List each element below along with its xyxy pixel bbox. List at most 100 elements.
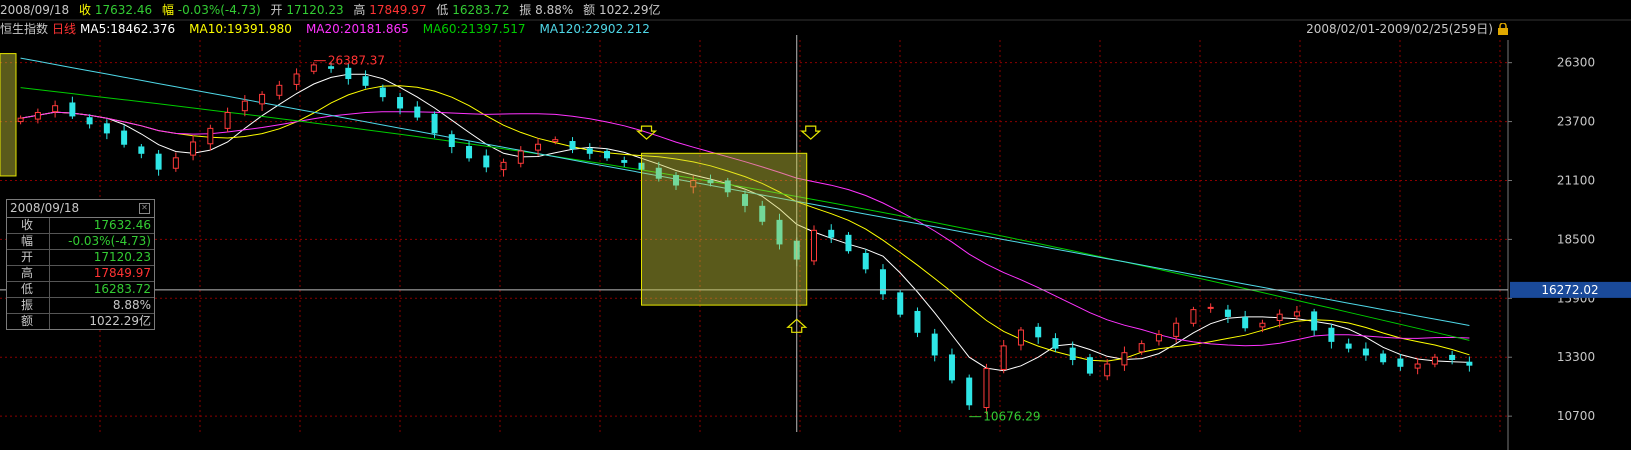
- candle-body: [690, 179, 697, 188]
- candle-body: [86, 117, 93, 125]
- info-row-value: -0.03%(-4.73): [68, 234, 151, 248]
- info-row-value: 17120.23: [93, 250, 151, 264]
- candle-body: [1086, 357, 1093, 374]
- low-annotation: 10676.29: [983, 410, 1040, 424]
- down-arrow-icon: [635, 125, 658, 140]
- candle-body: [1259, 322, 1266, 328]
- info-row-value: 16283.72: [93, 282, 151, 296]
- candle-body: [776, 219, 783, 245]
- info-row-label: 高: [7, 266, 50, 281]
- y-tick-label: 13300: [1557, 350, 1595, 364]
- candle-body: [500, 161, 507, 171]
- candle-body: [1190, 309, 1197, 324]
- period-label: 日线: [52, 22, 77, 36]
- candle-body: [1052, 338, 1059, 349]
- candle-body: [897, 292, 904, 315]
- candle-body: [810, 229, 817, 262]
- candle-body: [1104, 363, 1111, 377]
- candle-body: [1069, 347, 1076, 360]
- low-label: 低: [436, 3, 449, 17]
- candle-body: [655, 167, 662, 179]
- y-tick-label: 21100: [1557, 173, 1595, 187]
- down-arrow-icon: [800, 125, 822, 140]
- candle-body: [1449, 354, 1456, 360]
- candle-body: [1242, 316, 1249, 329]
- info-row-value: 8.88%: [112, 298, 151, 312]
- candle-body: [1035, 326, 1042, 338]
- ma-line: [20, 85, 1470, 362]
- candle-body: [1224, 309, 1231, 317]
- close-icon[interactable]: ✕: [139, 203, 150, 214]
- candle-body: [742, 194, 748, 206]
- candle-body: [448, 134, 455, 147]
- amplitude-value: 8.88%: [535, 3, 574, 17]
- y-tick-label: 18500: [1557, 232, 1595, 246]
- candle-body: [207, 127, 214, 145]
- y-tick-label: 10700: [1557, 409, 1595, 423]
- overlay: 16272.02 26387.37 10676.29: [0, 35, 1631, 432]
- candle-body: [586, 148, 593, 154]
- candle-body: [224, 112, 231, 129]
- candle-body: [397, 97, 404, 109]
- quote-date: 2008/09/18: [0, 3, 70, 17]
- candle-body: [1138, 343, 1145, 353]
- candle-body: [155, 153, 162, 170]
- info-row-label: 低: [7, 282, 50, 297]
- candle-body: [1397, 358, 1404, 367]
- info-row-label: 额: [7, 314, 50, 329]
- candle-body: [241, 100, 248, 112]
- ma-line: [20, 111, 1470, 347]
- info-row-label: 振: [7, 298, 50, 313]
- candle-body: [103, 123, 110, 134]
- info-row-value: 17632.46: [93, 218, 151, 232]
- high-value: 17849.97: [369, 3, 427, 17]
- candle-body: [138, 146, 145, 154]
- legend-ma60: MA60:21397.517: [422, 22, 526, 36]
- up-arrow-icon: [786, 318, 808, 333]
- candle-body: [293, 73, 300, 85]
- candle-body: [172, 157, 179, 169]
- close-label: 收: [79, 3, 92, 17]
- candle-body: [1207, 306, 1214, 309]
- info-row-value: 1022.29亿: [89, 314, 151, 328]
- high-annotation: 26387.37: [328, 54, 385, 68]
- amount-label: 额: [583, 3, 596, 17]
- candle-body: [707, 179, 714, 184]
- selection-box: [0, 53, 17, 177]
- info-row-label: 收: [7, 218, 50, 233]
- index-name: 恒生指数: [0, 22, 49, 36]
- info-row: 低 16283.72: [7, 282, 154, 298]
- open-value: 17120.23: [286, 3, 344, 17]
- date-range: 2008/02/01-2009/02/25(259日): [1306, 22, 1493, 36]
- candle-body: [52, 105, 59, 113]
- candle-body: [1414, 363, 1421, 369]
- candle-body: [466, 145, 473, 159]
- candle-body: [517, 150, 524, 164]
- candle-body: [328, 66, 335, 69]
- amount-value: 1022.29亿: [598, 3, 661, 17]
- info-row: 开 17120.23: [7, 250, 154, 266]
- open-label: 开: [270, 3, 283, 17]
- info-row-value: 17849.97: [93, 266, 151, 280]
- legend-ma20: MA20:20181.865: [305, 22, 409, 36]
- candle-body: [345, 67, 352, 80]
- legend-ma5: MA5:18462.376: [80, 22, 176, 36]
- candle-body: [552, 139, 559, 143]
- candle-body: [1121, 352, 1128, 366]
- info-panel-date: 2008/09/18: [10, 201, 80, 215]
- candle-body: [931, 333, 938, 356]
- legend-ma10: MA10:19391.980: [189, 22, 292, 36]
- crosshair-price-label: 16272.02: [1541, 283, 1598, 297]
- candle-body: [1466, 361, 1473, 366]
- lock-icon[interactable]: [1497, 22, 1509, 35]
- candle-body: [1173, 322, 1180, 337]
- candle-body: [845, 234, 852, 252]
- info-row: 收 17632.46: [7, 218, 154, 234]
- candle-body: [1345, 343, 1352, 349]
- y-tick-label: 26300: [1557, 56, 1595, 70]
- candle-body: [914, 310, 921, 333]
- change-label: 幅: [161, 3, 174, 17]
- candle-body: [17, 117, 24, 123]
- candle-body: [69, 102, 76, 117]
